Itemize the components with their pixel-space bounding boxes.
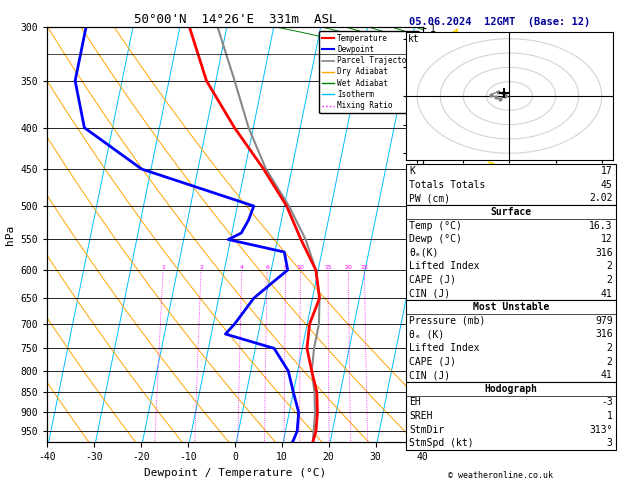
Text: Temp (°C): Temp (°C) (409, 221, 462, 230)
Text: θₑ (K): θₑ (K) (409, 330, 445, 339)
Text: Surface: Surface (491, 207, 532, 217)
Text: 313°: 313° (589, 425, 613, 434)
Text: -3: -3 (601, 398, 613, 407)
Text: Most Unstable: Most Unstable (473, 302, 549, 312)
Legend: Temperature, Dewpoint, Parcel Trajectory, Dry Adiabat, Wet Adiabat, Isotherm, Mi: Temperature, Dewpoint, Parcel Trajectory… (320, 31, 419, 113)
Text: 1: 1 (607, 411, 613, 421)
Text: 10: 10 (297, 265, 304, 270)
Text: CAPE (J): CAPE (J) (409, 357, 457, 366)
Text: 45: 45 (601, 180, 613, 190)
Text: 2.02: 2.02 (589, 193, 613, 203)
Text: StmSpd (kt): StmSpd (kt) (409, 438, 474, 448)
Text: EH: EH (409, 398, 421, 407)
Text: Lifted Index: Lifted Index (409, 261, 480, 271)
Text: Totals Totals: Totals Totals (409, 180, 486, 190)
Text: 2: 2 (607, 343, 613, 353)
Text: 15: 15 (325, 265, 332, 270)
X-axis label: Dewpoint / Temperature (°C): Dewpoint / Temperature (°C) (143, 468, 326, 478)
Text: 20: 20 (345, 265, 352, 270)
Text: Dewp (°C): Dewp (°C) (409, 234, 462, 244)
Text: 41: 41 (601, 289, 613, 298)
Text: 17: 17 (601, 166, 613, 176)
Text: 8: 8 (284, 265, 287, 270)
Text: CIN (J): CIN (J) (409, 370, 450, 380)
Text: CAPE (J): CAPE (J) (409, 275, 457, 285)
Text: CIN (J): CIN (J) (409, 289, 450, 298)
Text: K: K (409, 166, 415, 176)
Text: Lifted Index: Lifted Index (409, 343, 480, 353)
Text: 12: 12 (601, 234, 613, 244)
Text: θₑ(K): θₑ(K) (409, 248, 439, 258)
Y-axis label: hPa: hPa (5, 225, 15, 244)
Text: Pressure (mb): Pressure (mb) (409, 316, 486, 326)
Text: kt: kt (408, 35, 420, 44)
Text: PW (cm): PW (cm) (409, 193, 450, 203)
Text: SREH: SREH (409, 411, 433, 421)
Text: 05.06.2024  12GMT  (Base: 12): 05.06.2024 12GMT (Base: 12) (409, 17, 591, 27)
Text: StmDir: StmDir (409, 425, 445, 434)
Text: 316: 316 (595, 330, 613, 339)
Text: 4: 4 (240, 265, 244, 270)
Text: 2: 2 (607, 357, 613, 366)
Text: 41: 41 (601, 370, 613, 380)
Text: 25: 25 (360, 265, 369, 270)
Text: 16.3: 16.3 (589, 221, 613, 230)
Text: 2: 2 (199, 265, 203, 270)
Text: LCL: LCL (426, 49, 442, 58)
Text: 2: 2 (607, 261, 613, 271)
Y-axis label: km
ASL: km ASL (452, 213, 470, 235)
Title: 50°00'N  14°26'E  331m  ASL: 50°00'N 14°26'E 331m ASL (133, 13, 336, 26)
Text: 1: 1 (161, 265, 165, 270)
Text: 6: 6 (265, 265, 269, 270)
Text: © weatheronline.co.uk: © weatheronline.co.uk (448, 471, 552, 480)
Text: 316: 316 (595, 248, 613, 258)
Text: 979: 979 (595, 316, 613, 326)
Text: 3: 3 (607, 438, 613, 448)
Text: Hodograph: Hodograph (484, 384, 538, 394)
Text: 2: 2 (607, 275, 613, 285)
